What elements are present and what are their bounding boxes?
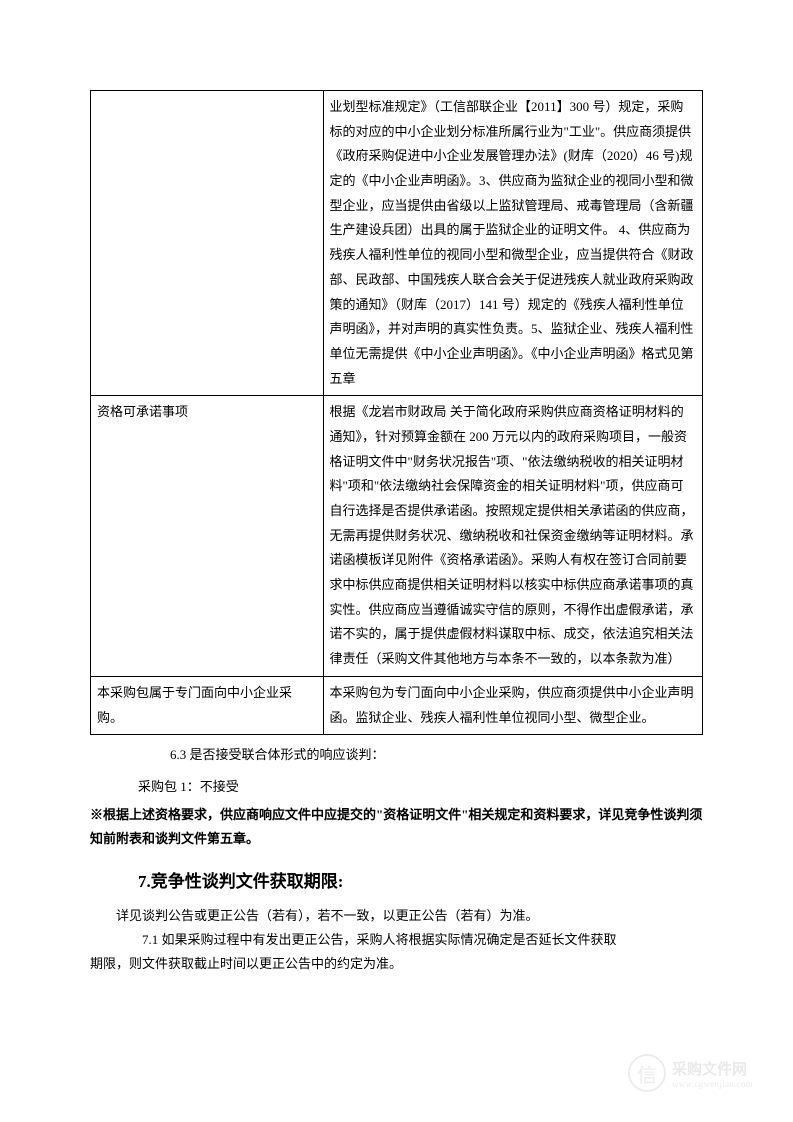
watermark-cn: 采购文件网 <box>672 1058 753 1079</box>
section-7-para2b: 期限，则文件获取截止时间以更正公告中的约定为准。 <box>90 952 703 976</box>
table-row: 资格可承诺事项 根据《龙岩市财政局 关于简化政府采购供应商资格证明材料的通知》，… <box>91 396 703 677</box>
qualification-table: 业划型标准规定》（工信部联企业【2011】300 号）规定，采购标的对应的中小企… <box>90 90 703 735</box>
cell-left-1 <box>91 91 324 396</box>
cell-right-2: 根据《龙岩市财政局 关于简化政府采购供应商资格证明材料的通知》，针对预算金额在 … <box>323 396 702 677</box>
section-7-heading: 7.竞争性谈判文件获取期限: <box>90 867 703 892</box>
watermark: 信 采购文件网 www.cgwenjian.com <box>628 1054 753 1092</box>
section-7-para2a: 7.1 如果采购过程中有发出更正公告，采购人将根据实际情况确定是否延长文件获取 <box>90 928 703 952</box>
bold-note: ※根据上述资格要求，供应商响应文件中应提交的"资格证明文件"相关规定和资料要求，… <box>90 803 703 851</box>
table-row: 本采购包属于专门面向中小企业采购。 本采购包为专门面向中小企业采购，供应商须提供… <box>91 676 703 734</box>
cell-left-3: 本采购包属于专门面向中小企业采购。 <box>91 676 324 734</box>
table-row: 业划型标准规定》（工信部联企业【2011】300 号）规定，采购标的对应的中小企… <box>91 91 703 396</box>
cell-left-2: 资格可承诺事项 <box>91 396 324 677</box>
line-6-3: 6.3 是否接受联合体形式的响应谈判： <box>90 743 703 767</box>
watermark-icon: 信 <box>628 1054 666 1092</box>
cell-right-3: 本采购包为专门面向中小企业采购，供应商须提供中小企业声明函。监狱企业、残疾人福利… <box>323 676 702 734</box>
watermark-en: www.cgwenjian.com <box>672 1079 753 1089</box>
cell-right-1: 业划型标准规定》（工信部联企业【2011】300 号）规定，采购标的对应的中小企… <box>323 91 702 396</box>
watermark-text-block: 采购文件网 www.cgwenjian.com <box>672 1058 753 1089</box>
line-package1: 采购包 1：不接受 <box>90 775 703 799</box>
section-7-para1: 详见谈判公告或更正公告（若有），若不一致，以更正公告（若有）为准。 <box>90 904 703 928</box>
